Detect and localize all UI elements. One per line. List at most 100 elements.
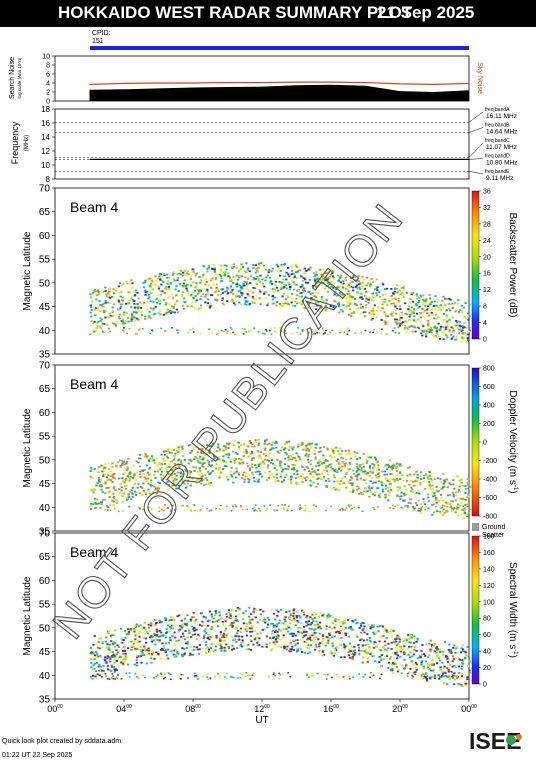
scatter-cell [327,270,331,273]
scatter-cell [274,280,278,283]
panel-ytick-label: 35 [39,350,51,361]
scatter-cell [225,643,228,646]
scatter-cell [394,318,397,321]
scatter-cell [425,677,428,680]
scatter-cell [123,331,125,333]
scatter-cell [283,330,286,332]
scatter-cell [302,448,305,451]
scatter-cell [257,271,260,274]
scatter-cell [310,639,313,642]
scatter-cell [276,458,279,461]
scatter-cell [166,280,170,282]
scatter-cell [415,491,418,494]
scatter-cell [443,329,446,331]
scatter-cell [163,273,166,275]
scatter-cell [218,614,221,617]
scatter-cell [455,657,458,659]
scatter-cell [160,453,163,456]
scatter-cell [183,482,186,485]
scatter-cell [334,291,337,294]
scatter-cell [424,309,427,312]
scatter-cell [130,306,133,308]
scatter-cell [96,482,99,485]
scatter-cell [100,668,103,671]
scatter-cell [326,473,329,476]
scatter-cell [177,484,181,487]
scatter-cell [146,308,149,311]
scatter-cell [216,458,219,461]
scatter-cell [462,332,465,335]
scatter-cell [104,466,107,469]
scatter-cell [371,292,374,295]
panel-ytick-label: 60 [39,408,51,419]
scatter-cell [440,488,443,490]
scatter-cell [158,629,161,632]
scatter-cell [151,650,154,652]
scatter-cell [111,672,114,675]
scatter-cell [336,286,339,289]
scatter-cell [302,611,305,614]
scatter-cell [356,283,359,286]
scatter-cell [249,290,252,293]
scatter-cell [136,291,139,294]
scatter-cell [200,450,203,453]
scatter-cell [204,467,207,470]
scatter-cell [293,283,296,285]
scatter-cell [197,289,200,292]
scatter-cell [235,627,238,629]
scatter-cell [263,505,266,507]
scatter-cell [305,624,308,627]
scatter-cell [405,665,408,668]
scatter-cell [396,504,399,507]
scatter-cell [294,642,297,645]
scatter-cell [371,472,374,474]
scatter-cell [183,270,186,273]
scatter-cell [381,636,384,639]
scatter-cell [328,626,331,629]
scatter-cell [272,302,275,305]
scatter-cell [100,646,103,649]
colorbar-label: Doppler Velocity (m s-1) [507,390,518,493]
scatter-cell [390,669,393,672]
frequency-band-value: 16.11 MHz [486,113,517,120]
scatter-cell [430,669,433,672]
scatter-cell [295,610,298,613]
scatter-cell [251,301,255,304]
scatter-cell [284,443,287,446]
scatter-cell [418,305,421,308]
colorbar-tick-label: 100 [483,599,495,606]
scatter-cell [147,488,150,491]
scatter-cell [325,465,328,468]
scatter-cell [105,636,108,639]
scatter-cell [101,322,104,325]
scatter-cell [96,498,99,501]
scatter-cell [346,285,350,288]
scatter-cell [301,473,304,476]
scatter-cell [102,303,105,305]
scatter-cell [378,625,382,627]
scatter-cell [179,624,182,627]
scatter-cell [198,644,201,646]
scatter-cell [96,306,100,309]
scatter-cell [253,607,256,610]
scatter-cell [124,320,127,323]
scatter-cell [402,296,406,298]
scatter-cell [91,300,94,303]
scatter-cell [275,476,278,479]
scatter-cell [292,640,295,642]
scatter-cell [121,510,124,512]
panel-ylabel: Magnetic Latitude [22,576,33,655]
scatter-cell [182,285,185,288]
scatter-cell [133,302,136,305]
scatter-cell [166,624,169,627]
scatter-cell [437,335,440,338]
scatter-cell [263,618,266,621]
scatter-cell [144,637,147,640]
scatter-cell [135,623,138,626]
scatter-cell [155,630,159,633]
scatter-cell [445,334,448,337]
scatter-cell [254,464,257,466]
scatter-cell [143,469,146,471]
scatter-cell [149,472,152,475]
